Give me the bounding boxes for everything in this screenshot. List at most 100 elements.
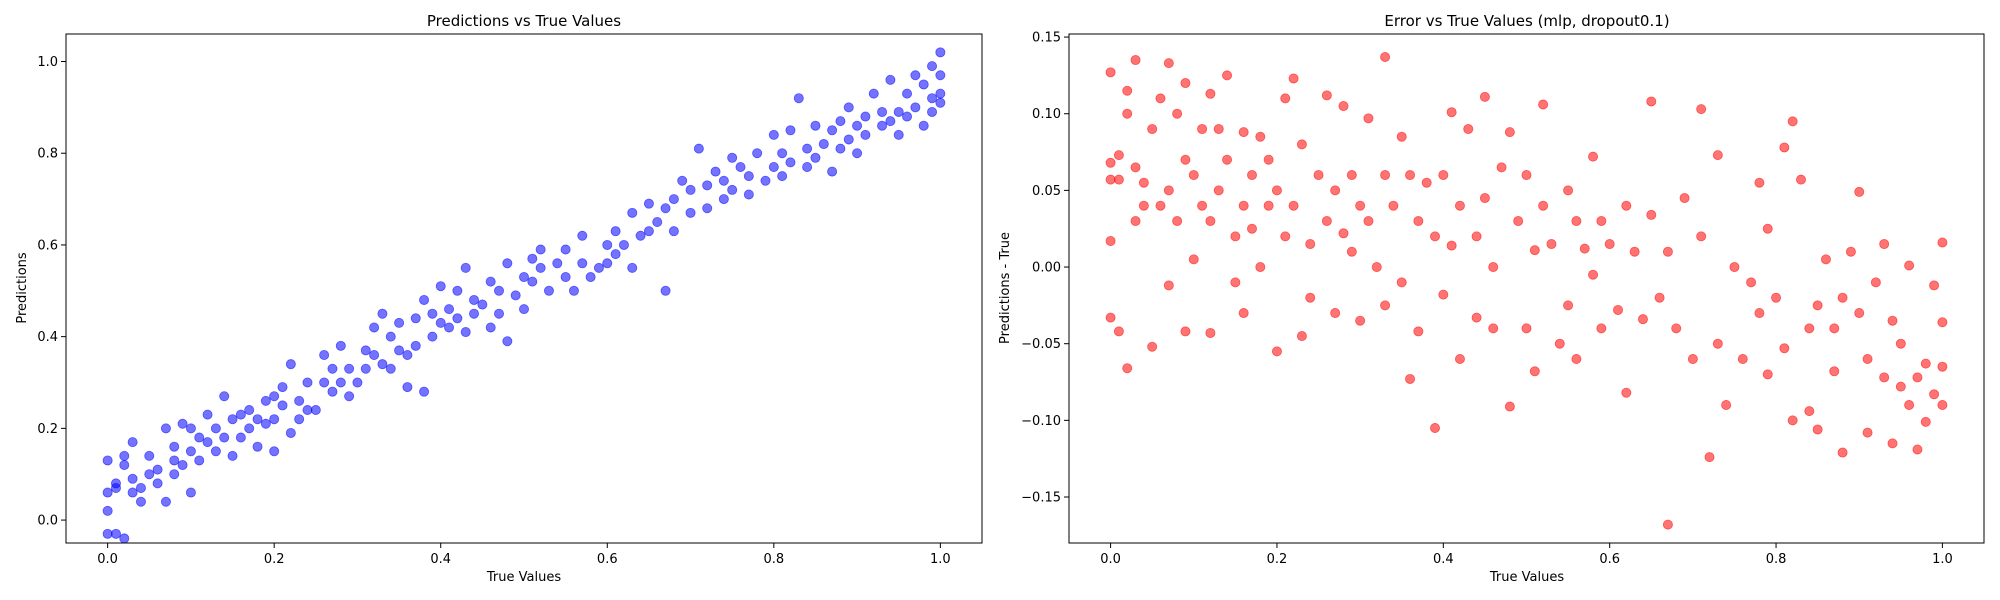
right-chart-point-122 (1613, 304, 1624, 315)
right-chart-ytick-label-2: −0.05 (1021, 337, 1061, 352)
left-chart-point-187 (935, 88, 946, 99)
left-chart-point-12 (127, 473, 138, 484)
right-chart-point-19 (1155, 200, 1166, 211)
left-chart-point-116 (577, 230, 588, 241)
left-chart-point-9 (119, 533, 130, 544)
right-chart-point-73 (1371, 262, 1382, 273)
right-chart-point-13 (1130, 216, 1141, 227)
right-chart-point-3 (1105, 235, 1116, 246)
right-chart-ytick-label-3: 0.00 (1032, 261, 1061, 276)
left-chart-point-123 (618, 239, 629, 250)
left-chart-point-1 (102, 487, 113, 498)
left-chart-point-183 (918, 79, 929, 90)
left-chart-point-155 (785, 157, 796, 168)
left-chart-point-150 (768, 129, 779, 140)
right-chart-point-170 (1879, 239, 1890, 250)
left-chart-point-69 (360, 363, 371, 374)
right-chart-point-42 (1238, 200, 1249, 211)
left-chart-point-84 (427, 308, 438, 319)
left-chart-point-112 (560, 272, 571, 283)
left-chart-point-179 (902, 88, 913, 99)
left-chart-point-178 (893, 129, 904, 140)
left-chart-point-188 (935, 70, 946, 81)
left-chart-point-78 (402, 382, 413, 393)
left-chart-point-160 (810, 152, 821, 163)
right-chart-point-92 (1454, 354, 1465, 365)
right-chart-point-127 (1646, 96, 1657, 107)
right-chart-point-37 (1222, 70, 1233, 81)
left-chart-point-110 (543, 285, 554, 296)
right-chart-point-55 (1288, 200, 1299, 211)
left-chart-point-148 (752, 148, 763, 159)
left-chart-point-154 (785, 125, 796, 136)
left-chart-points (102, 47, 946, 544)
right-chart-point-169 (1879, 372, 1890, 383)
left-chart-point-41 (244, 423, 255, 434)
right-chart-ytick-label-4: 0.05 (1032, 184, 1061, 199)
left-chart-point-50 (277, 382, 288, 393)
right-chart-point-107 (1529, 366, 1540, 377)
left-chart-point-47 (269, 391, 280, 402)
left-chart-point-48 (269, 414, 280, 425)
left-chart-ytick-label-5: 1.0 (37, 55, 58, 70)
right-chart-point-166 (1862, 354, 1873, 365)
left-chart-title: Predictions vs True Values (427, 12, 621, 30)
right-chart-point-0 (1105, 67, 1116, 78)
left-chart-point-63 (335, 340, 346, 351)
left-chart-point-108 (535, 244, 546, 255)
left-chart-point-71 (369, 349, 380, 360)
left-chart-point-164 (835, 116, 846, 127)
right-chart-point-184 (1937, 237, 1948, 248)
right-chart-point-143 (1746, 277, 1757, 288)
right-chart-point-137 (1704, 452, 1715, 463)
left-chart-point-167 (843, 134, 854, 145)
right-chart-point-134 (1687, 354, 1698, 365)
right-chart-point-30 (1197, 124, 1208, 135)
left-chart-point-173 (877, 106, 888, 117)
right-chart-point-7 (1113, 326, 1124, 337)
left-chart-point-15 (144, 450, 155, 461)
right-chart-point-78 (1396, 131, 1407, 142)
left-chart-point-113 (560, 244, 571, 255)
left-chart-point-146 (743, 189, 754, 200)
left-chart-point-157 (802, 161, 813, 172)
left-chart-ytick-label-0: 0.0 (37, 514, 58, 529)
right-chart-point-11 (1130, 55, 1141, 66)
right-chart-point-4 (1105, 312, 1116, 323)
left-chart-ytick-label-3: 0.6 (37, 238, 58, 253)
left-chart-point-90 (452, 285, 463, 296)
right-chart-point-80 (1405, 170, 1416, 181)
right-chart-point-94 (1471, 231, 1482, 242)
right-chart-point-144 (1754, 177, 1765, 188)
left-chart-point-58 (310, 405, 321, 416)
right-chart-point-119 (1596, 216, 1607, 227)
right-chart-point-168 (1870, 277, 1881, 288)
right-chart-point-89 (1446, 107, 1457, 118)
left-chart-point-8 (119, 460, 130, 471)
left-chart-point-72 (377, 359, 388, 370)
right-chart-point-22 (1163, 280, 1174, 291)
left-chart-point-80 (410, 313, 421, 324)
right-chart-point-101 (1504, 127, 1515, 138)
right-chart-point-9 (1122, 85, 1133, 96)
left-chart-point-95 (469, 308, 480, 319)
left-chart-xtick-label-4: 0.8 (763, 552, 784, 567)
right-chart-xlabel: True Values (1489, 570, 1564, 585)
left-chart-point-92 (460, 262, 471, 273)
right-chart-point-123 (1621, 200, 1632, 211)
left-chart-point-83 (419, 386, 430, 397)
left-chart-ticks: 0.0 0.2 0.4 0.6 0.8 1.0 0.0 0.2 0.4 0.6 0.8 1.0 (37, 55, 950, 567)
left-chart-point-17 (152, 478, 163, 489)
right-chart-point-24 (1172, 216, 1183, 227)
right-chart-point-16 (1147, 124, 1158, 135)
right-chart-point-115 (1571, 354, 1582, 365)
left-chart-point-22 (169, 455, 180, 466)
left-chart-point-143 (727, 152, 738, 163)
right-chart-ytick-label-5: 0.10 (1032, 107, 1061, 122)
right-chart-point-118 (1588, 269, 1599, 280)
left-chart-point-119 (602, 239, 613, 250)
right-chart-point-111 (1554, 338, 1565, 349)
left-chart-point-163 (827, 166, 838, 177)
right-chart-point-34 (1205, 327, 1216, 338)
right-chart-ytick-label-1: −0.10 (1021, 414, 1061, 429)
